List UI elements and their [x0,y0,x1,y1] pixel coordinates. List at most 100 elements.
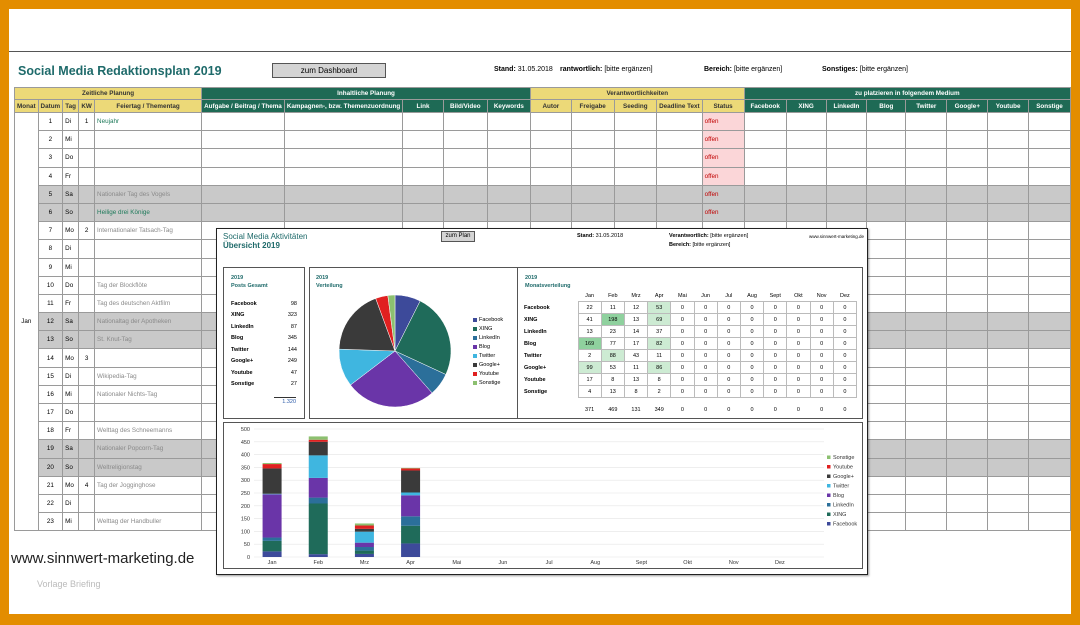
medium-cell[interactable] [987,457,1029,477]
medium-cell[interactable] [987,366,1029,386]
medium-cell[interactable] [946,166,989,186]
medium-cell[interactable] [987,275,1029,295]
medium-cell[interactable] [905,493,948,514]
event-cell[interactable]: Welttag des Schneemanns [94,421,203,441]
medium-cell[interactable] [905,202,948,223]
medium-cell[interactable] [866,512,907,532]
medium-cell[interactable] [825,166,868,186]
medium-cell[interactable] [866,184,907,204]
date-cell[interactable]: 20 [37,457,64,477]
medium-cell[interactable] [905,384,948,405]
medium-cell[interactable] [1028,184,1071,204]
day-cell[interactable]: So [62,202,80,223]
date-cell[interactable]: 14 [37,348,64,368]
event-cell[interactable] [94,493,203,514]
kw-cell[interactable] [78,421,96,441]
day-cell[interactable]: Sa [62,184,80,204]
medium-cell[interactable] [1028,402,1071,423]
medium-cell[interactable] [866,239,907,259]
plan-cell[interactable] [529,184,572,204]
plan-cell[interactable] [201,202,285,223]
plan-cell[interactable] [486,166,531,186]
medium-cell[interactable] [785,111,827,132]
date-cell[interactable]: 10 [37,275,64,295]
medium-cell[interactable] [1028,148,1071,168]
medium-cell[interactable] [866,312,907,332]
plan-cell[interactable] [529,166,572,186]
event-cell[interactable]: Tag der Blockflöte [94,275,203,295]
medium-cell[interactable] [946,293,989,314]
event-cell[interactable] [94,239,203,259]
plan-cell[interactable] [613,166,658,186]
medium-cell[interactable] [946,148,989,168]
plan-cell[interactable] [656,130,703,150]
plan-cell[interactable] [402,184,444,204]
event-cell[interactable]: Nationaltag der Apotheken [94,312,203,332]
medium-cell[interactable] [987,257,1029,277]
date-cell[interactable]: 15 [37,366,64,386]
medium-cell[interactable] [866,439,907,459]
date-cell[interactable]: 7 [37,221,64,241]
medium-cell[interactable] [987,111,1029,132]
kw-cell[interactable] [78,493,96,514]
plan-cell[interactable] [283,111,404,132]
day-cell[interactable]: Sa [62,439,80,459]
medium-cell[interactable] [825,111,868,132]
medium-cell[interactable] [987,312,1029,332]
plan-cell[interactable] [656,202,703,223]
verantwortlich-value[interactable]: [bitte ergänzen] [604,66,653,73]
plan-cell[interactable] [486,202,531,223]
medium-cell[interactable] [1028,348,1071,368]
plan-cell[interactable] [402,166,444,186]
medium-cell[interactable] [1028,312,1071,332]
medium-cell[interactable] [785,148,827,168]
medium-cell[interactable] [785,166,827,186]
date-cell[interactable]: 11 [37,293,64,314]
kw-cell[interactable] [78,366,96,386]
plan-cell[interactable] [570,111,615,132]
medium-cell[interactable] [905,421,948,441]
medium-cell[interactable] [987,202,1029,223]
day-cell[interactable]: Fr [62,421,80,441]
plan-cell[interactable] [613,184,658,204]
medium-cell[interactable] [905,366,948,386]
kw-cell[interactable] [78,257,96,277]
medium-cell[interactable] [987,439,1029,459]
date-cell[interactable]: 17 [37,402,64,423]
event-cell[interactable]: Tag des deutschen Aktfilm [94,293,203,314]
day-cell[interactable]: Do [62,148,80,168]
medium-cell[interactable] [946,202,989,223]
event-cell[interactable] [94,130,203,150]
medium-cell[interactable] [905,184,948,204]
kw-cell[interactable] [78,439,96,459]
medium-cell[interactable] [946,130,989,150]
kw-cell[interactable] [78,402,96,423]
medium-cell[interactable] [905,312,948,332]
medium-cell[interactable] [946,312,989,332]
plan-cell[interactable] [201,130,285,150]
kw-cell[interactable] [78,166,96,186]
medium-cell[interactable] [905,111,948,132]
plan-cell[interactable] [201,148,285,168]
medium-cell[interactable] [743,202,787,223]
plan-cell[interactable] [283,202,404,223]
medium-cell[interactable] [1028,366,1071,386]
event-cell[interactable]: Tag der Jogginghose [94,475,203,495]
plan-cell[interactable] [486,148,531,168]
medium-cell[interactable] [987,184,1029,204]
medium-cell[interactable] [987,148,1029,168]
medium-cell[interactable] [905,402,948,423]
kw-cell[interactable] [78,275,96,295]
date-cell[interactable]: 4 [37,166,64,186]
medium-cell[interactable] [987,130,1029,150]
medium-cell[interactable] [987,166,1029,186]
date-cell[interactable]: 2 [37,130,64,150]
kw-cell[interactable]: 4 [78,475,96,495]
plan-cell[interactable] [442,111,488,132]
medium-cell[interactable] [946,421,989,441]
kw-cell[interactable] [78,457,96,477]
day-cell[interactable]: Mi [62,512,80,532]
medium-cell[interactable] [866,257,907,277]
medium-cell[interactable] [825,148,868,168]
medium-cell[interactable] [987,348,1029,368]
